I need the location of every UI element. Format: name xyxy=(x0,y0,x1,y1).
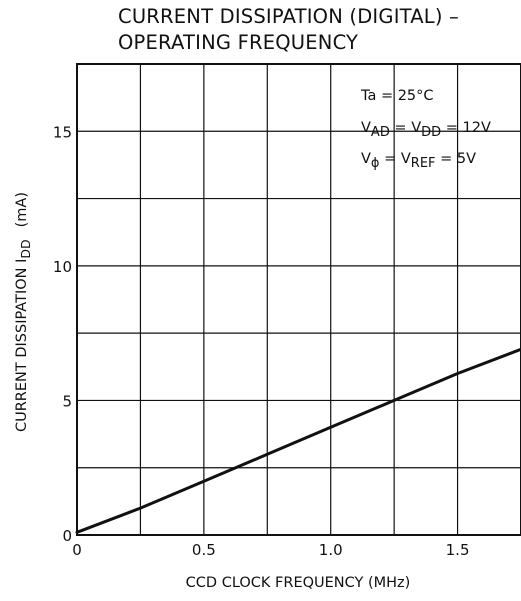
chart-title: CURRENT DISSIPATION (DIGITAL) – OPERATIN… xyxy=(118,4,518,56)
grid xyxy=(77,64,521,535)
y-tick-label: 0 xyxy=(62,527,72,545)
plot-frame xyxy=(76,63,521,536)
y-axis-label: CURRENT DISSIPATION IDD(mA) xyxy=(14,192,33,432)
conditions-box: Ta = 25°C VAD = VDD = 12V Vϕ = VREF = 5V xyxy=(360,88,491,171)
tick-labels: 0 0.5 1.0 1.5 0 5 10 15 xyxy=(53,123,470,559)
x-tick-label: 0 xyxy=(72,541,82,559)
x-tick-label: 0.5 xyxy=(192,541,216,559)
condition-ta: Ta = 25°C xyxy=(360,88,434,104)
x-tick-label: 1.5 xyxy=(446,541,470,559)
y-tick-label: 10 xyxy=(53,258,72,276)
chart-title-line1: CURRENT DISSIPATION (DIGITAL) – xyxy=(118,5,460,28)
y-tick-label: 15 xyxy=(53,123,72,141)
series-line xyxy=(75,347,521,534)
y-tick-label: 5 xyxy=(62,392,72,410)
condition-vphi-vref: Vϕ = VREF = 5V xyxy=(361,151,476,171)
x-axis-label: CCD CLOCK FREQUENCY (MHz) xyxy=(186,575,411,591)
x-tick-label: 1.0 xyxy=(319,541,343,559)
condition-vad-vdd: VAD = VDD = 12V xyxy=(361,120,491,140)
series-layer xyxy=(75,347,521,534)
chart-title-line2: OPERATING FREQUENCY xyxy=(118,31,359,54)
